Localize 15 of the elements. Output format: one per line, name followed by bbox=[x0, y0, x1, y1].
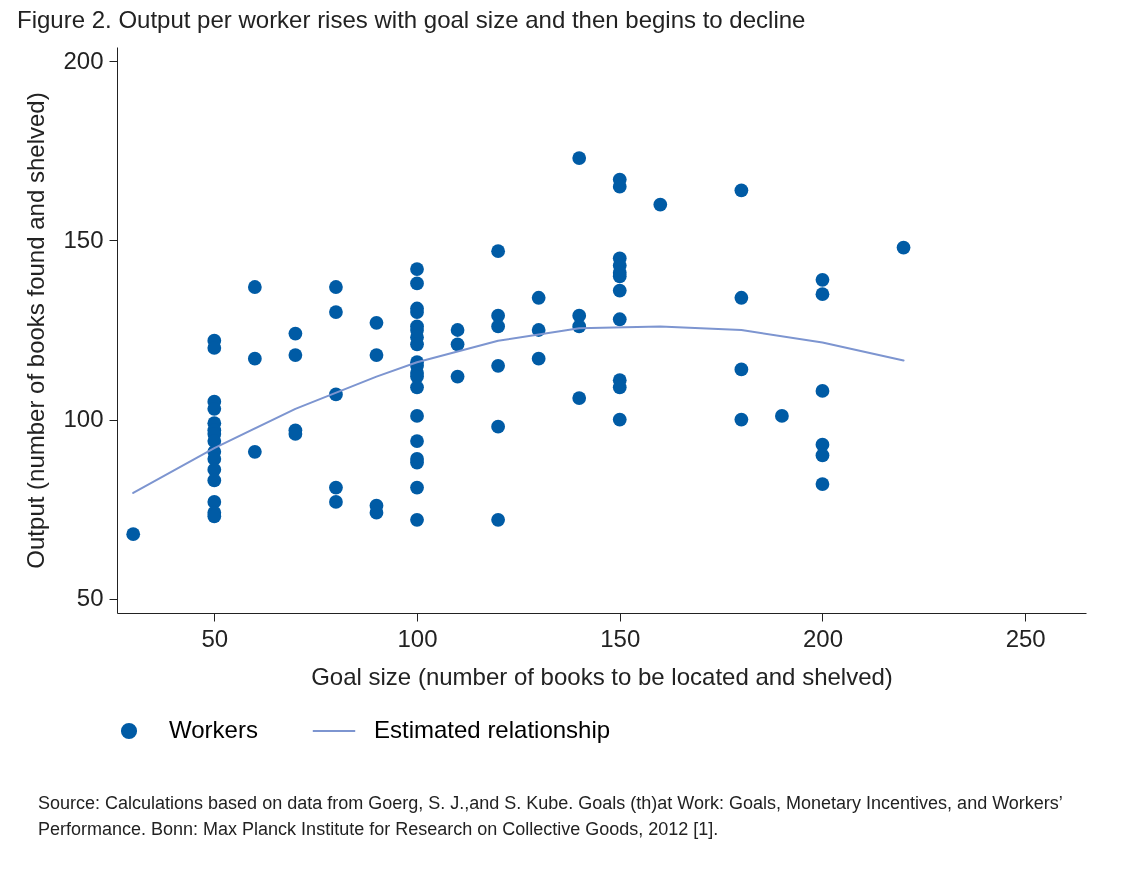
y-tick-label: 100 bbox=[63, 405, 104, 433]
legend-label: Estimated relationship bbox=[374, 716, 611, 743]
legend-label: Workers bbox=[169, 716, 258, 743]
y-tick-label: 50 bbox=[76, 584, 104, 612]
x-tick-label: 50 bbox=[201, 624, 229, 652]
y-tick-label: 150 bbox=[63, 225, 104, 253]
chart-title: Figure 2. Output per worker rises with goal size and then begins to decline bbox=[17, 6, 806, 33]
source-note: Source: Calculations based on data from Goerg, S. J.,and S. Kube. Goals (th)at Work: Goals, Monetary Incentives, and Workers’ Performance. Bonn: Max Planck Institute for Research on Collective Goods, 2012 [1]. bbox=[38, 792, 1064, 841]
x-tick-label: 250 bbox=[1005, 624, 1046, 652]
y-tick-label: 200 bbox=[63, 46, 104, 74]
x-axis-title: Goal size (number of books to be located and shelved) bbox=[311, 662, 893, 690]
x-tick-label: 150 bbox=[600, 624, 641, 652]
y-axis-title: Output (number of books found and shelved) bbox=[22, 92, 50, 569]
x-tick-label: 200 bbox=[802, 624, 843, 652]
x-tick-label: 100 bbox=[397, 624, 438, 652]
